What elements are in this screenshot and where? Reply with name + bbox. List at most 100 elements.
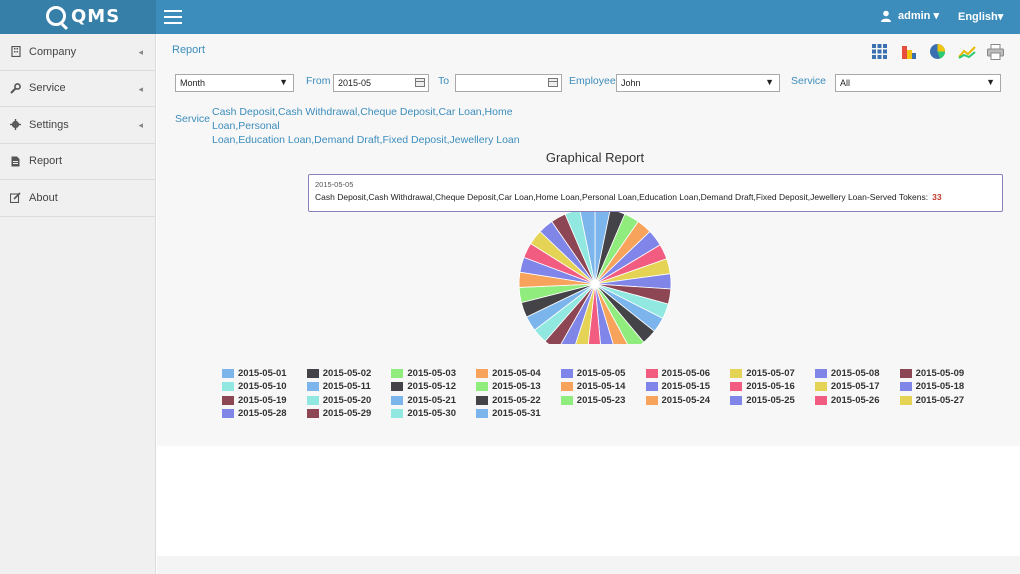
legend-swatch [222,368,234,378]
legend-item[interactable]: 2015-05-25 [730,394,795,406]
grid-icon[interactable] [870,42,889,61]
legend-item[interactable]: 2015-05-02 [306,367,372,379]
legend-swatch [391,395,404,405]
legend-item[interactable]: 2015-05-19 [222,394,287,406]
selected-services: Cash Deposit,Cash Withdrawal,Cheque Depo… [212,105,582,147]
legend-item[interactable]: 2015-05-07 [730,367,795,379]
sidebar: Company ◂ Service ◂ Settings ◂ Report Ab… [0,34,156,574]
pie-slice-2015-05-14[interactable] [594,283,631,344]
to-label: To [438,75,450,87]
pie-slice-2015-05-31[interactable] [579,212,596,285]
legend-label: 2015-05-11 [322,381,371,392]
legend-label: 2015-05-06 [661,367,711,379]
edit-icon [10,192,21,204]
legend-item[interactable]: 2015-05-10 [222,381,287,393]
legend-item[interactable]: 2015-05-18 [899,381,964,393]
selected-services-line: Cash Deposit,Cash Withdrawal,Cheque Depo… [212,106,513,132]
legend-item[interactable]: 2015-05-13 [476,381,541,393]
user-menu[interactable]: admin ▾ [880,9,939,22]
service-select-value: All [840,78,851,88]
pie-slice-2015-05-30[interactable] [564,212,596,285]
print-icon[interactable] [986,42,1005,61]
pie-slice-2015-05-13[interactable] [594,283,645,344]
chevron-left-icon: ◂ [138,83,143,94]
menu-toggle-icon[interactable] [164,10,182,24]
legend-item[interactable]: 2015-05-20 [306,394,371,406]
legend-label: 2015-05-19 [238,394,287,406]
line-chart-icon[interactable] [957,42,976,61]
legend-item[interactable]: 2015-05-05 [560,367,625,379]
sidebar-item-settings[interactable]: Settings ◂ [0,107,155,144]
legend-item[interactable]: 2015-05-24 [645,394,711,406]
legend-item[interactable]: 2015-05-27 [899,394,964,406]
wrench-icon [10,82,21,94]
legend-item[interactable]: 2015-05-14 [560,381,625,393]
legend-label: 2015-05-23 [576,394,626,406]
selected-services-line: Loan,Education Loan,Demand Draft,Fixed D… [212,134,520,146]
tooltip-body: Cash Deposit,Cash Withdrawal,Cheque Depo… [315,192,996,202]
legend-item[interactable]: 2015-05-28 [222,408,287,420]
sidebar-item-report[interactable]: Report [0,144,155,180]
logo-q-icon [46,6,66,26]
sidebar-item-service[interactable]: Service ◂ [0,71,155,107]
legend-item[interactable]: 2015-05-29 [306,408,371,420]
legend-label: 2015-05-07 [746,367,795,379]
pie-chart-icon[interactable] [928,42,947,61]
legend-item[interactable]: 2015-05-04 [476,367,541,379]
pie-slice-2015-05-16[interactable] [587,283,602,344]
legend-item[interactable]: 2015-05-11 [306,381,371,393]
legend-item[interactable]: 2015-05-16 [730,381,795,393]
legend-label: 2015-05-12 [407,381,456,392]
legend-item[interactable]: 2015-05-12 [391,381,456,393]
sidebar-item-label: Report [29,155,63,168]
service-label: Service [791,75,827,87]
app-logo[interactable]: QMS [46,3,120,29]
sidebar-item-company[interactable]: Company ◂ [0,34,155,71]
employee-select[interactable]: John ▼ [616,74,780,92]
legend-item[interactable]: 2015-05-23 [560,394,626,406]
tooltip-date: 2015-05-05 [315,180,354,189]
dropdown-arrow-icon: ▼ [765,77,774,87]
legend-item[interactable]: 2015-05-26 [814,394,880,406]
legend-item[interactable]: 2015-05-08 [814,367,880,379]
legend-item[interactable]: 2015-05-22 [476,394,541,406]
legend-item[interactable]: 2015-05-06 [645,367,711,379]
calendar-icon[interactable] [548,78,558,87]
legend-label: 2015-05-21 [407,394,456,406]
to-date-input[interactable] [455,74,562,92]
chevron-left-icon: ◂ [138,47,143,57]
calendar-icon[interactable] [415,78,425,87]
legend-swatch [222,382,234,391]
footer-bar [157,556,1020,574]
legend-label: 2015-05-02 [322,367,372,379]
legend-label: 2015-05-10 [238,381,287,392]
chart-tooltip: 2015-05-05 Cash Deposit,Cash Withdrawal,… [308,174,1003,212]
sidebar-item-about[interactable]: About [0,180,155,217]
language-menu[interactable]: English▾ [958,11,1004,23]
pie-slice-2015-05-18[interactable] [558,283,596,344]
service-select[interactable]: All ▼ [835,74,1001,92]
pie-slice-2015-05-17[interactable] [572,283,596,344]
legend-item[interactable]: 2015-05-31 [476,408,541,420]
legend-item[interactable]: 2015-05-15 [645,381,710,393]
report-view-toolbar [870,42,1005,61]
content-lower-area [157,446,1020,556]
employee-label: Employee [569,75,616,87]
from-date-input[interactable]: 2015-05 [333,74,429,92]
legend-item[interactable]: 2015-05-09 [899,367,964,379]
legend-item[interactable]: 2015-05-21 [391,394,456,406]
legend-label: 2015-05-24 [661,394,711,406]
period-select[interactable]: Month ▼ [175,74,294,92]
legend-swatch [222,409,234,418]
legend-item[interactable]: 2015-05-17 [814,381,880,393]
legend-swatch [645,382,658,391]
pie-slice-2015-05-01[interactable] [594,212,611,285]
chart-title: Graphical Report [545,150,645,165]
legend-label: 2015-05-13 [492,381,541,392]
legend-label: 2015-05-22 [492,394,541,406]
legend-item[interactable]: 2015-05-03 [391,367,456,379]
bar-chart-icon[interactable] [899,42,918,61]
legend-item[interactable]: 2015-05-30 [391,408,456,420]
pie-slice-2015-05-15[interactable] [594,283,617,344]
legend-item[interactable]: 2015-05-01 [222,367,287,379]
